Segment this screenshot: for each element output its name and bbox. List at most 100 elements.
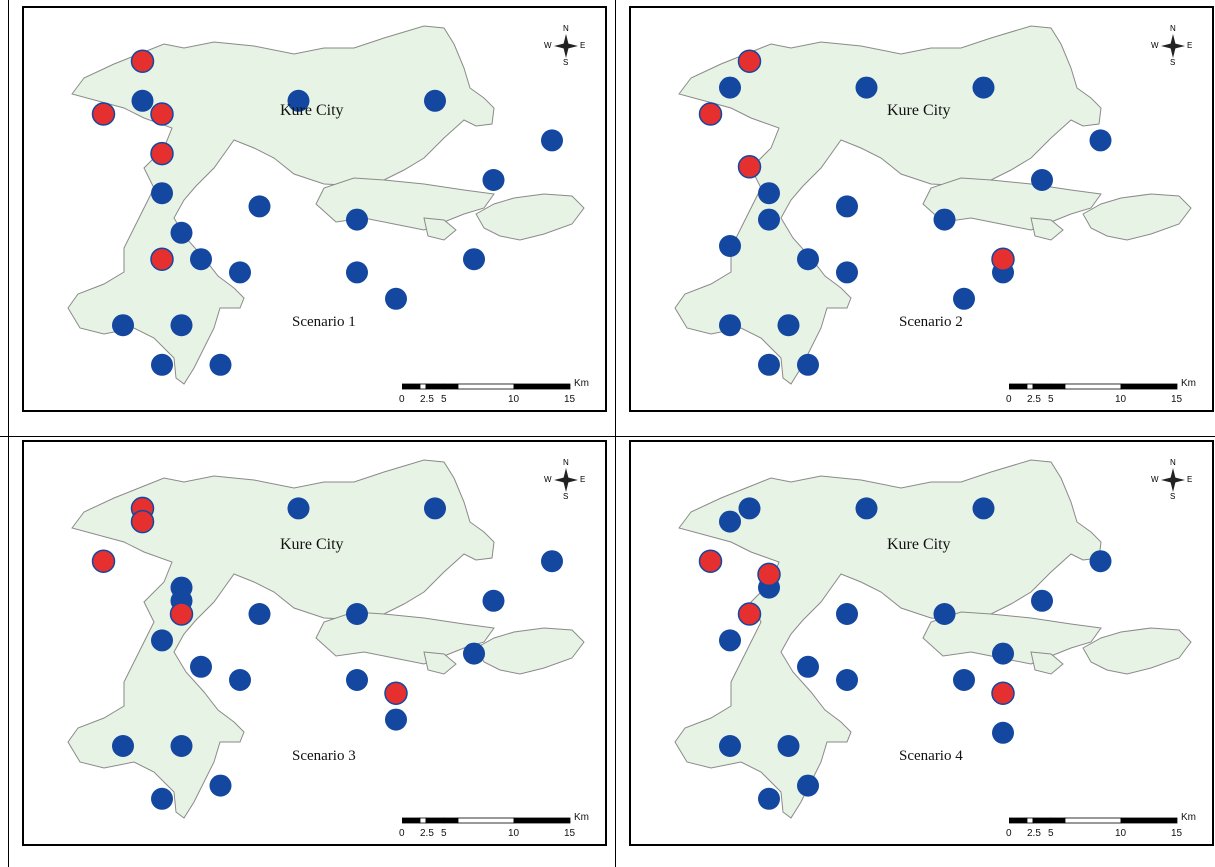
blue-site-marker <box>836 195 858 218</box>
scale-tick-label: 0 <box>1006 828 1012 839</box>
mainland-shape <box>674 25 1102 385</box>
blue-site-marker <box>719 314 741 337</box>
blue-site-marker <box>346 208 368 231</box>
blue-site-marker <box>229 261 251 284</box>
scale-tick-label: 15 <box>564 828 576 839</box>
compass-s: S <box>1170 58 1176 67</box>
scale-bar-graphic <box>1009 817 1178 824</box>
scale-tick-label: 5 <box>441 828 447 839</box>
blue-site-marker <box>229 669 251 691</box>
compass-rose-icon <box>554 34 578 58</box>
red-site-marker <box>150 141 174 166</box>
blue-site-marker <box>209 353 232 376</box>
blue-site-marker <box>385 708 407 731</box>
scenario-label: Scenario 1 <box>292 314 356 330</box>
blue-site-marker <box>758 787 780 810</box>
scenario-label: Scenario 4 <box>899 748 963 764</box>
island-shape <box>922 177 1102 231</box>
blue-site-marker <box>482 589 505 612</box>
red-site-marker <box>384 681 408 705</box>
map-panel-3: Kure City Scenario 3 N S E W 0 2.5 5 10 15 Km <box>22 440 607 846</box>
red-site-marker <box>737 602 762 626</box>
blue-site-marker <box>151 629 173 652</box>
blue-site-marker <box>209 774 232 797</box>
grid-line-horizontal-mid <box>0 436 1215 437</box>
compass-rose-icon <box>554 468 578 492</box>
blue-site-marker <box>719 735 741 757</box>
scale-bar: 0 2.5 5 10 15 Km <box>1006 378 1199 410</box>
blue-site-marker <box>758 182 780 205</box>
blue-site-marker <box>972 76 995 99</box>
north-arrow-icon: N S E W <box>544 24 586 67</box>
map-canvas <box>67 459 585 819</box>
mainland-shape <box>67 459 495 819</box>
island-shape <box>922 611 1102 665</box>
blue-site-marker <box>385 287 407 310</box>
blue-site-marker <box>719 235 741 257</box>
blue-site-marker <box>463 642 485 665</box>
blue-site-marker <box>992 642 1014 665</box>
blue-site-marker <box>131 89 154 112</box>
blue-site-marker <box>151 353 173 376</box>
city-label: Kure City <box>887 536 951 553</box>
blue-site-marker <box>1089 550 1112 573</box>
scale-unit-label: Km <box>574 812 589 823</box>
scale-tick-label: 2.5 <box>420 828 434 839</box>
scale-bar: 0 2.5 5 10 15 Km <box>399 812 592 844</box>
scale-tick-label: 5 <box>1048 394 1054 405</box>
blue-site-marker <box>287 497 310 520</box>
scale-tick-label: 15 <box>1171 394 1183 405</box>
blue-site-marker <box>933 208 956 231</box>
blue-site-marker <box>738 497 761 520</box>
island-shape <box>1082 627 1192 675</box>
scale-tick-label: 0 <box>1006 394 1012 405</box>
blue-site-marker <box>424 89 446 112</box>
compass-s: S <box>1170 492 1176 501</box>
red-site-marker <box>91 549 116 573</box>
island-shape <box>475 627 585 675</box>
red-site-marker <box>991 681 1015 705</box>
compass-n: N <box>563 458 569 467</box>
island-shape <box>475 193 585 241</box>
blue-site-marker <box>151 787 173 810</box>
scale-tick-label: 10 <box>1115 828 1127 839</box>
island-shape <box>423 651 457 675</box>
scenario-label: Scenario 3 <box>292 748 356 764</box>
blue-site-marker <box>992 721 1014 744</box>
compass-e: E <box>1187 41 1193 50</box>
blue-site-marker <box>953 287 975 310</box>
scale-tick-label: 10 <box>508 394 520 405</box>
city-label: Kure City <box>887 102 951 119</box>
blue-site-marker <box>797 248 819 271</box>
blue-site-marker <box>346 603 368 625</box>
blue-site-marker <box>482 169 505 191</box>
red-site-marker <box>737 155 762 179</box>
compass-e: E <box>580 41 586 50</box>
blue-site-marker <box>777 314 800 337</box>
blue-site-marker <box>463 248 485 271</box>
north-arrow-icon: N S E W <box>1151 24 1193 67</box>
scale-tick-label: 15 <box>564 394 576 405</box>
compass-n: N <box>1170 24 1176 33</box>
blue-site-marker <box>112 314 134 337</box>
blue-site-marker <box>112 735 134 757</box>
island-shape <box>1082 193 1192 241</box>
red-site-marker <box>169 602 194 626</box>
map-panel-1: Kure City Scenario 1 N S E W 0 2.5 5 10 15 Km <box>22 6 607 412</box>
blue-site-marker <box>170 735 193 757</box>
blue-site-marker <box>170 221 193 244</box>
island-shape <box>315 177 495 231</box>
blue-site-marker <box>777 735 800 757</box>
red-site-marker <box>698 549 723 573</box>
map-canvas <box>674 25 1192 385</box>
scale-tick-label: 0 <box>399 394 405 405</box>
blue-site-marker <box>758 208 780 231</box>
map-panel-2: Kure City Scenario 2 N S E W 0 2.5 5 10 15 Km <box>629 6 1214 412</box>
blue-site-marker <box>719 76 741 99</box>
scale-tick-label: 5 <box>441 394 447 405</box>
city-label: Kure City <box>280 536 344 553</box>
red-site-marker <box>150 102 174 126</box>
compass-e: E <box>1187 475 1193 484</box>
compass-rose-icon <box>1161 34 1185 58</box>
